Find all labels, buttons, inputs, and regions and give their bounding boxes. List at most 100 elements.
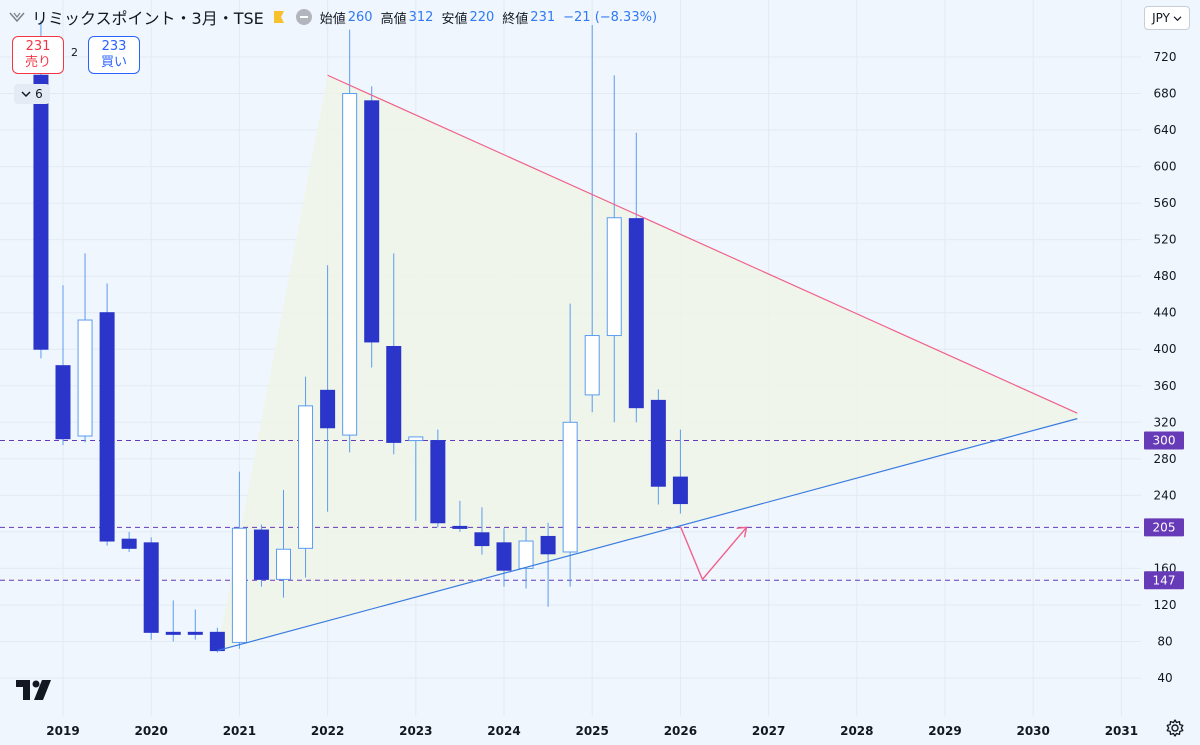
- candle[interactable]: [628, 132, 644, 423]
- candle[interactable]: [99, 283, 115, 546]
- candle[interactable]: [231, 471, 247, 649]
- buy-label: 買い: [100, 55, 127, 70]
- candle[interactable]: [650, 389, 666, 505]
- level-badge-bg: [1144, 518, 1184, 537]
- price-tick-label: 40: [1157, 671, 1172, 685]
- low-value: 220: [469, 9, 495, 25]
- currency-select[interactable]: JPY: [1144, 6, 1190, 30]
- candle[interactable]: [452, 500, 468, 532]
- buy-button[interactable]: 233 買い: [88, 36, 140, 74]
- candle[interactable]: [121, 531, 137, 552]
- upper-trendline[interactable]: [327, 74, 1078, 414]
- symbol-title[interactable]: リミックスポイント・3月・TSE: [32, 9, 264, 28]
- candle-body: [121, 538, 137, 549]
- price-tick-label: 320: [1154, 415, 1177, 429]
- candle[interactable]: [562, 303, 578, 587]
- candle[interactable]: [55, 285, 71, 446]
- indicators-collapse-button[interactable]: 6: [14, 84, 50, 104]
- tradingview-logo-icon: [16, 680, 51, 700]
- close-value: 231: [530, 9, 556, 25]
- price-axis[interactable]: 4080120160200240280320360400440480520560…: [1141, 0, 1200, 745]
- candle-body: [253, 529, 269, 580]
- level-badge-label: 300: [1153, 434, 1176, 448]
- sell-label: 売り: [24, 55, 51, 70]
- candle[interactable]: [606, 75, 622, 423]
- time-tick-label: 2027: [752, 724, 785, 738]
- candle-body: [99, 312, 115, 542]
- candle[interactable]: [474, 507, 490, 555]
- chevron-down-icon: [1173, 15, 1182, 21]
- candle-body: [606, 217, 622, 337]
- sell-button[interactable]: 231 売り: [12, 36, 64, 74]
- time-tick-label: 2023: [399, 724, 432, 738]
- level-badge-bg: [1144, 431, 1184, 450]
- candle[interactable]: [187, 609, 203, 640]
- candle[interactable]: [672, 429, 688, 514]
- candle[interactable]: [77, 253, 93, 443]
- price-tick-label: 720: [1154, 50, 1177, 64]
- candle-body: [518, 540, 534, 569]
- candle[interactable]: [320, 265, 336, 512]
- candle-body: [187, 631, 203, 635]
- candle[interactable]: [253, 524, 269, 587]
- price-tick-label: 240: [1154, 488, 1177, 502]
- price-axis-bg: [1141, 0, 1200, 745]
- candle-body: [320, 389, 336, 429]
- projection-arrow-line[interactable]: [679, 526, 748, 581]
- candle-body: [386, 345, 402, 443]
- time-tick-label: 2028: [840, 724, 873, 738]
- candle-body: [298, 405, 314, 549]
- candle[interactable]: [165, 600, 181, 642]
- time-tick-label: 2025: [575, 724, 608, 738]
- candle-body: [55, 365, 71, 440]
- level-badges: 300 205 147: [1144, 431, 1184, 590]
- projection-arrow[interactable]: [679, 526, 748, 581]
- candle-body: [628, 218, 644, 409]
- time-tick-label: 2021: [223, 724, 256, 738]
- level-badge-label: 205: [1153, 520, 1176, 534]
- candle[interactable]: [408, 436, 424, 521]
- lower-trendline[interactable]: [217, 418, 1078, 652]
- candle[interactable]: [386, 253, 402, 455]
- currency-label: JPY: [1152, 11, 1170, 25]
- candle-body: [364, 100, 380, 343]
- price-tick-label: 120: [1154, 598, 1177, 612]
- trendlines[interactable]: [217, 74, 1078, 652]
- time-tick-label: 2022: [311, 724, 344, 738]
- candle[interactable]: [364, 86, 380, 368]
- candle[interactable]: [518, 527, 534, 589]
- price-tick-label: 280: [1154, 452, 1177, 466]
- symbol-header[interactable]: リミックスポイント・3月・TSE 始値 260 高値 312 安値 220 終値…: [8, 4, 657, 30]
- candle[interactable]: [430, 429, 446, 528]
- candle-body: [452, 525, 468, 529]
- time-tick-label: 2019: [46, 724, 79, 738]
- candle[interactable]: [33, 20, 49, 359]
- candle-body: [584, 335, 600, 396]
- time-tick-label: 2029: [928, 724, 961, 738]
- price-tick-label: 360: [1154, 379, 1177, 393]
- candle[interactable]: [209, 627, 225, 653]
- candle-body: [562, 421, 578, 553]
- low-label: 安値: [441, 11, 468, 27]
- candle-body: [540, 535, 556, 555]
- candle[interactable]: [540, 522, 556, 607]
- candle[interactable]: [143, 537, 159, 640]
- candle-body: [672, 476, 688, 505]
- candle[interactable]: [276, 489, 291, 598]
- price-tick-label: 480: [1154, 269, 1177, 283]
- price-tick-label: 680: [1154, 87, 1177, 101]
- time-tick-label: 2031: [1105, 724, 1138, 738]
- candle[interactable]: [298, 376, 314, 578]
- open-label: 始値: [319, 11, 346, 27]
- indicators-count: 6: [35, 87, 43, 101]
- visibility-toggle-icon[interactable]: [295, 9, 312, 25]
- close-label: 終値: [502, 11, 529, 27]
- gear-icon[interactable]: [1165, 718, 1185, 738]
- candle[interactable]: [496, 528, 512, 587]
- candle[interactable]: [584, 25, 600, 413]
- candle[interactable]: [342, 29, 358, 453]
- flag-icon[interactable]: [272, 10, 286, 24]
- time-axis[interactable]: 2019 2020 2021 2022 2023 2024 2025 2026 2027 2028…: [0, 716, 1141, 745]
- projection-arrow-head: [736, 526, 748, 538]
